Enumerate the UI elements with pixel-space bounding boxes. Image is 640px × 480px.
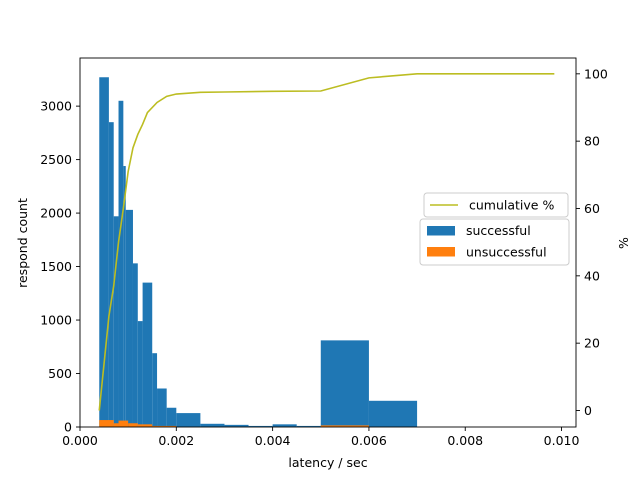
successful-bar-1	[108, 122, 114, 427]
y2-tick-label: 20	[584, 336, 600, 351]
legend-unsuccessful-label: unsuccessful	[466, 245, 547, 260]
y-tick-label: 1500	[40, 259, 72, 274]
successful-bar-3	[118, 100, 124, 428]
x-axis-ticks: 0.000 0.002 0.004 0.006 0.008 0.010	[62, 427, 579, 448]
plot-frame	[79, 57, 577, 428]
x-axis-title: latency / sec	[288, 455, 367, 470]
y-tick-label: 2500	[40, 152, 72, 167]
unsuccessful-bar-5	[152, 425, 177, 427]
unsuccessful-bars	[99, 420, 369, 427]
legend-unsuccessful-swatch	[427, 247, 455, 257]
successful-bar-13	[200, 423, 225, 427]
x-tick-label: 0.004	[255, 433, 291, 448]
legend-bars: successful unsuccessful	[419, 218, 570, 266]
unsuccessful-bar-0	[99, 420, 114, 427]
successful-bar-11	[166, 407, 177, 427]
y2-axis-title: %	[616, 237, 631, 249]
unsuccessful-bar-2	[118, 420, 129, 427]
legend-cumulative-label: cumulative %	[469, 198, 554, 213]
y-axis-title: respond count	[15, 198, 30, 288]
y-tick-label: 2000	[40, 206, 72, 221]
unsuccessful-bar-6	[320, 425, 369, 427]
y-tick-label: 1000	[40, 313, 72, 328]
y2-tick-label: 80	[584, 134, 600, 149]
unsuccessful-bar-3	[128, 423, 138, 427]
y2-tick-label: 0	[584, 403, 592, 418]
y2-tick-label: 100	[584, 66, 608, 81]
successful-bars	[99, 77, 418, 428]
x-tick-label: 0.002	[158, 433, 194, 448]
successful-bar-19	[368, 400, 418, 427]
successful-bar-12	[176, 413, 201, 427]
successful-bar-9	[152, 353, 158, 427]
y2-tick-label: 40	[584, 268, 600, 283]
y-tick-label: 500	[48, 366, 72, 381]
successful-bar-4	[123, 166, 126, 427]
x-tick-label: 0.010	[544, 433, 580, 448]
successful-bar-5	[125, 209, 133, 427]
y-tick-label: 0	[64, 420, 72, 435]
successful-bar-2	[113, 216, 119, 427]
successful-bar-7	[137, 321, 143, 427]
cumulative-line-layer	[98, 73, 555, 411]
y2-tick-label: 60	[584, 201, 600, 216]
unsuccessful-bar-4	[137, 424, 153, 427]
axes-frame	[79, 57, 577, 428]
successful-bar-0	[99, 77, 109, 428]
y-axis-ticks: 0 500 1000 1500 2000 2500 3000	[40, 99, 80, 435]
y2-axis-ticks: 0 20 40 60 80 100	[576, 66, 608, 418]
successful-bar-15	[248, 425, 273, 427]
successful-bar-18	[320, 340, 369, 427]
successful-bar-17	[296, 425, 321, 427]
legend-cumulative: cumulative %	[423, 192, 569, 218]
successful-bar-6	[132, 263, 138, 427]
successful-bar-10	[157, 388, 167, 427]
successful-bar-8	[142, 282, 153, 427]
legend-successful-swatch	[427, 226, 455, 236]
cumulative-line	[98, 73, 555, 411]
y-tick-label: 3000	[40, 99, 72, 114]
unsuccessful-bar-1	[113, 423, 119, 427]
x-tick-label: 0.008	[447, 433, 483, 448]
x-tick-label: 0.006	[351, 433, 387, 448]
legend-successful-label: successful	[466, 223, 531, 238]
successful-bar-14	[224, 424, 249, 427]
x-tick-label: 0.000	[62, 433, 98, 448]
successful-bar-16	[272, 424, 297, 427]
